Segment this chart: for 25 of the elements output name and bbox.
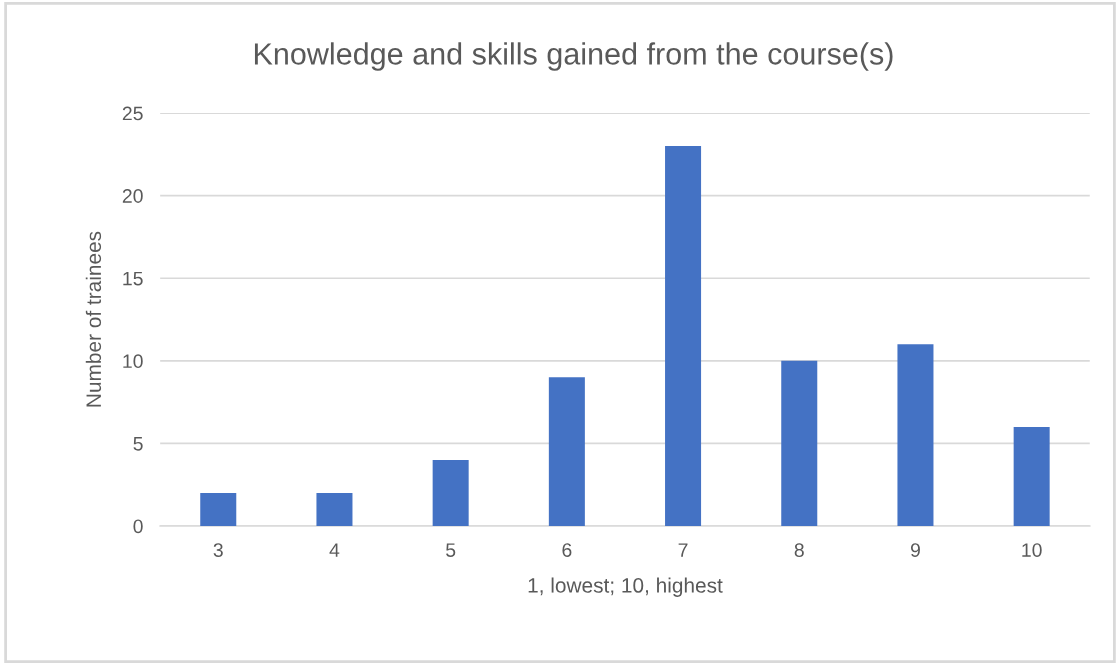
x-tick-label: 5 [446, 543, 456, 557]
x-tick-label: 3 [213, 543, 223, 557]
x-tick-label: 8 [794, 543, 804, 557]
x-tick-label: 6 [562, 543, 572, 557]
x-tick-label: 7 [678, 543, 688, 557]
x-tick-label: 9 [910, 543, 920, 557]
y-tick-label: 0 [133, 519, 143, 534]
y-tick-label: 10 [123, 354, 143, 369]
bar [316, 492, 353, 527]
bar [897, 344, 934, 527]
chart-title: Knowledge and skills gained from the course(s) [254, 42, 893, 71]
bar [781, 360, 818, 527]
bar [200, 492, 237, 527]
bar [548, 377, 585, 527]
bar [1013, 426, 1050, 527]
y-tick-label: 25 [122, 106, 143, 121]
x-tick-label: 4 [329, 543, 340, 557]
y-tick-label: 20 [122, 189, 143, 203]
x-tick-label: 10 [1022, 543, 1042, 557]
y-tick-label: 15 [123, 271, 143, 286]
y-tick-label: 5 [133, 437, 143, 451]
x-axis-title: 1, lowest; 10, highest [528, 577, 723, 597]
bar [432, 459, 469, 527]
bar [665, 146, 702, 527]
y-axis-title: Number of trainees [85, 231, 102, 407]
